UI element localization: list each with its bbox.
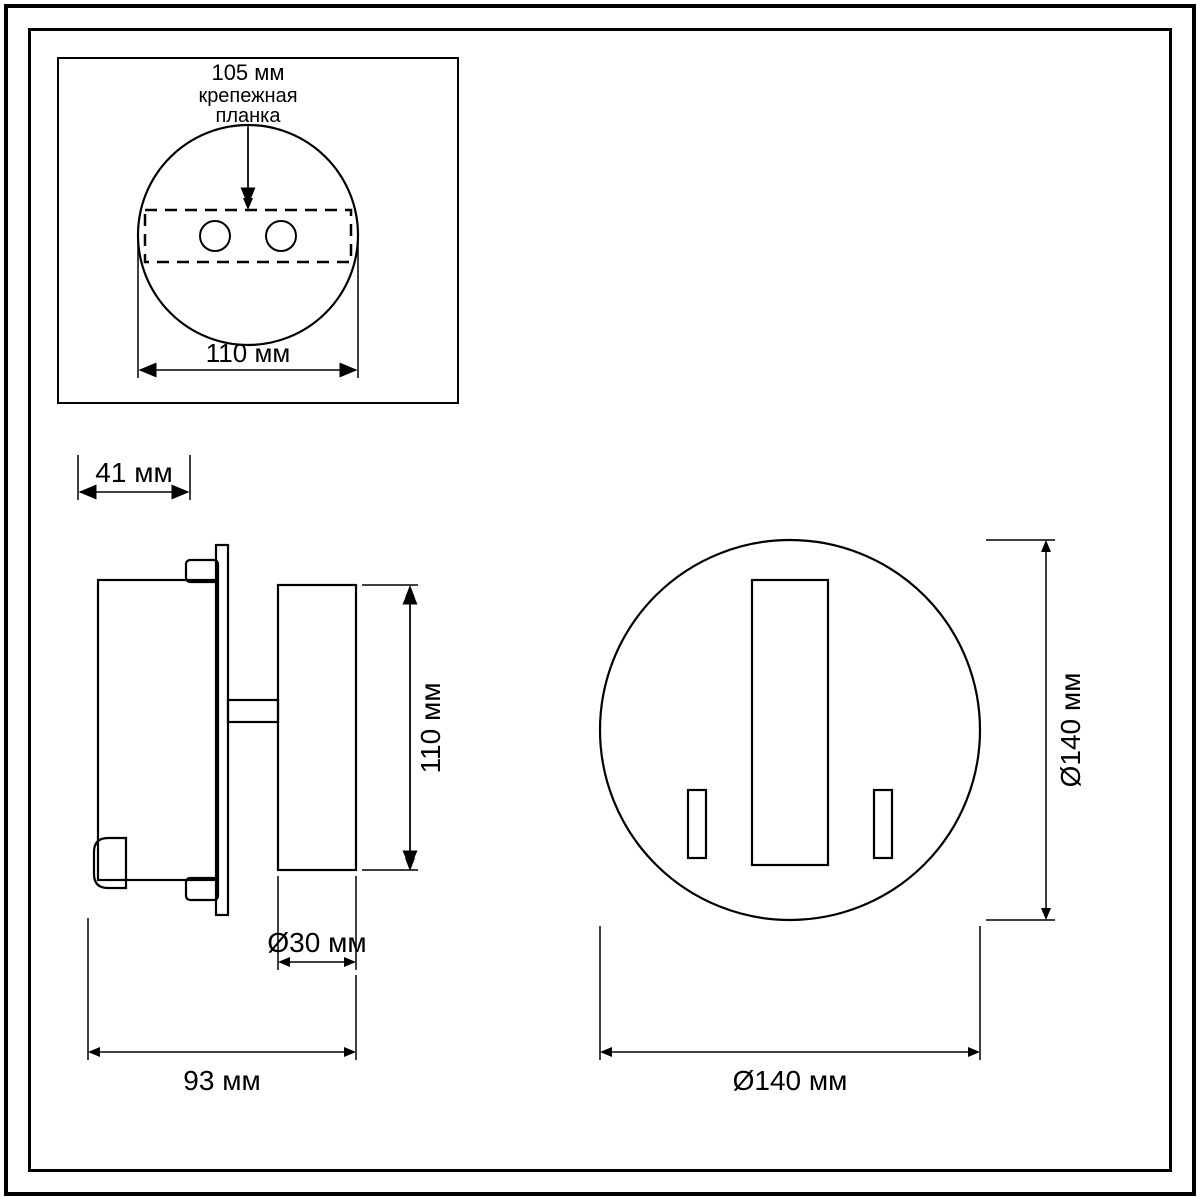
- dim-d140-v-label: Ø140 мм: [1055, 673, 1086, 788]
- technical-drawing: 105 мм крепежная планка 110 мм 41 мм: [0, 0, 1200, 1200]
- dim-105-label: 105 мм: [211, 60, 284, 85]
- dim-41: 41 мм: [78, 455, 190, 500]
- bracket-label-1: крепежная: [198, 85, 297, 107]
- side-view: 110 мм Ø30 мм 93 мм: [88, 545, 446, 1096]
- dim-d30-label: Ø30 мм: [267, 927, 366, 958]
- diagram-canvas: 105 мм крепежная планка 110 мм 41 мм: [0, 0, 1200, 1200]
- bracket-label-2: планка: [216, 105, 282, 127]
- dim-93-label: 93 мм: [183, 1065, 260, 1096]
- dim-110-top-label: 110 мм: [206, 338, 290, 368]
- dim-d140-h-label: Ø140 мм: [733, 1065, 848, 1096]
- dim-110-side-label: 110 мм: [415, 683, 446, 774]
- inset-mounting-view: 105 мм крепежная планка 110 мм: [58, 58, 458, 403]
- front-view: Ø140 мм Ø140 мм: [600, 540, 1086, 1096]
- dim-41-label: 41 мм: [95, 457, 172, 488]
